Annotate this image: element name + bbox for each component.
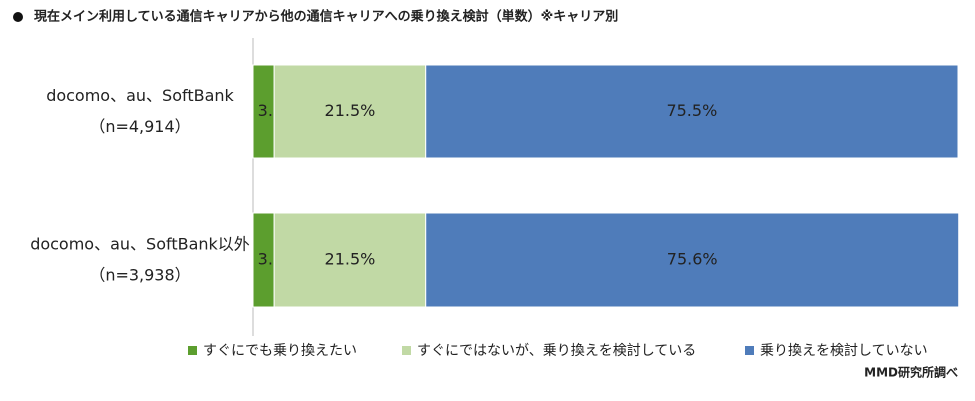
legend-label: 乗り換えを検討していない <box>760 343 928 359</box>
category-sublabel: （n=4,914） <box>89 117 190 136</box>
bar-segment <box>273 212 427 308</box>
source: MMD研究所調べ <box>864 365 958 380</box>
value-label: 21.5% <box>325 101 376 120</box>
legend-swatch <box>402 346 411 355</box>
legend-label: すぐにでも乗り換えたい <box>203 343 357 359</box>
value-label: 75.6% <box>667 250 718 269</box>
bar-segment <box>425 64 959 159</box>
category-sublabel: （n=3,938） <box>89 266 190 285</box>
chart-title: 現在メイン利用している通信キャリアから他の通信キャリアへの乗り換え検討（単数）※… <box>34 9 618 25</box>
value-label: 21.5% <box>325 250 376 269</box>
title-bullet <box>13 12 23 22</box>
bar-segment <box>273 64 427 159</box>
legend-swatch <box>188 346 197 355</box>
legend-swatch <box>745 346 754 355</box>
category-label: docomo、au、SoftBank以外 <box>30 235 250 254</box>
value-label: 75.5% <box>666 101 717 120</box>
bar-segment <box>425 212 960 308</box>
legend-label: すぐにではないが、乗り換えを検討している <box>417 343 696 359</box>
category-label: docomo、au、SoftBank <box>46 86 234 105</box>
